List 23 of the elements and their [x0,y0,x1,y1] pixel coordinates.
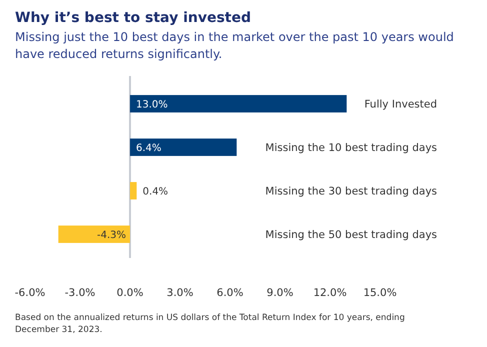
bar [130,138,237,156]
x-tick-label: 9.0% [266,287,294,299]
bar [58,226,130,243]
data-label: 13.0% [136,99,168,110]
y-tick-label: Fully Invested [364,98,437,110]
text: Based on the annualized returns in US dollars of the Total Return Index for 10 years, ending December 31, 2023. [15,313,405,335]
x-tick-label: -6.0% [14,287,46,299]
x-tick-label: 3.0% [166,287,194,299]
chart-subtitle: Missing just the 10 best days in the market over the past 10 years would have reduced returns significantly. [15,30,454,61]
chart-title: Why it’s best to stay invested [15,10,251,26]
x-tick-label: 6.0% [216,287,244,299]
y-tick-label: Missing the 50 best trading days [265,228,437,241]
data-label: -4.3% [96,230,126,241]
bar [130,95,347,112]
x-tick-label: 0.0% [116,287,144,299]
x-tick-label: 12.0% [313,287,347,299]
data-label: 6.4% [136,142,162,154]
data-label: 0.4% [142,186,168,198]
bar [130,182,137,200]
x-tick-label: -3.0% [64,287,96,299]
y-tick-label: Missing the 30 best trading days [265,185,437,198]
x-tick-label: 15.0% [363,287,397,299]
y-tick-label: Missing the 10 best trading days [265,142,437,154]
